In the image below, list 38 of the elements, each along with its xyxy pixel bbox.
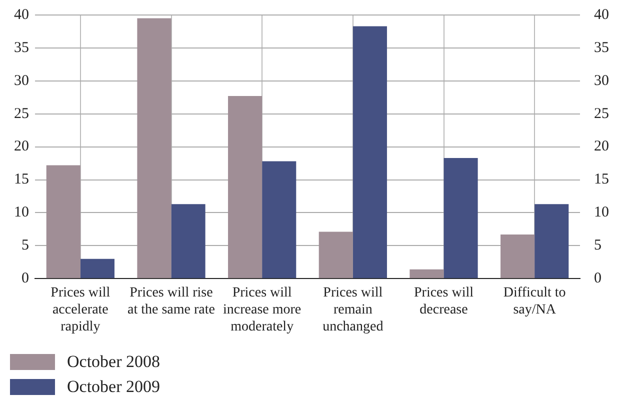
- y2-tick-label: 20: [594, 138, 609, 155]
- bar: [500, 234, 535, 278]
- y-tick-label: 40: [14, 6, 29, 23]
- bar: [410, 269, 444, 278]
- bar: [444, 158, 478, 278]
- bar: [228, 96, 262, 278]
- y-tick-label: 35: [14, 40, 29, 56]
- x-tick-label: Difficult to say/NA: [503, 286, 566, 318]
- bar: [352, 26, 387, 278]
- y-tick-label: 5: [22, 238, 29, 254]
- y2-tick-label: 30: [594, 72, 609, 89]
- y2-tick-label: 35: [594, 40, 609, 56]
- bar: [318, 232, 353, 278]
- x-tick-label: Prices will accelerate rapidly: [50, 286, 110, 334]
- y2-tick-label: 25: [594, 106, 609, 122]
- y-tick-label: 30: [14, 72, 29, 89]
- bar: [262, 161, 296, 278]
- y-tick-label: 20: [14, 138, 29, 155]
- y2-tick-label: 0: [594, 270, 602, 287]
- y-tick-label: 10: [14, 204, 29, 221]
- bar: [534, 204, 569, 278]
- bar: [171, 204, 206, 278]
- y2-tick-label: 10: [594, 204, 609, 221]
- y-tick-label: 0: [22, 270, 29, 287]
- y2-tick-label: 5: [594, 238, 602, 254]
- bar: [80, 258, 114, 278]
- x-tick-label: Prices will decrease: [414, 286, 474, 318]
- legend-label: October 2008: [67, 352, 160, 372]
- y2-tick-label: 15: [594, 172, 609, 188]
- y-tick-label: 25: [14, 106, 29, 122]
- x-tick-label: Prices will rise at the same rate: [128, 286, 215, 318]
- legend-label: October 2009: [67, 376, 160, 396]
- y-tick-label: 15: [14, 172, 29, 188]
- bar: [137, 18, 172, 278]
- x-tick-label: Prices will increase more moderately: [223, 286, 302, 334]
- x-tick-label: Prices will remain unchanged: [322, 286, 384, 334]
- y2-tick-label: 40: [594, 6, 609, 23]
- bar: [46, 165, 80, 278]
